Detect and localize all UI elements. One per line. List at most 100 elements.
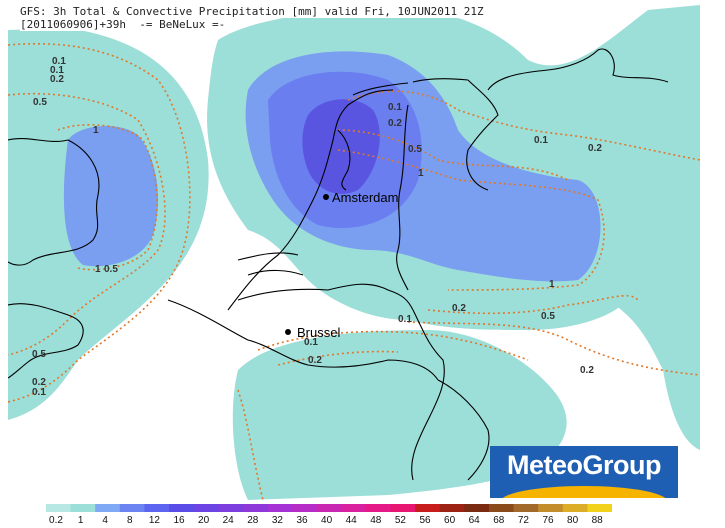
color-scale-swatch: [464, 504, 490, 512]
contour-label: 0.2: [32, 377, 46, 388]
precip-field-east: [568, 15, 700, 450]
uk-south-coast: [8, 303, 84, 379]
color-scale-ticks: 0.2 1 4 8 12 16 20 24 28 32 36 40 44 48 52 56 60 64 68 72 76…: [44, 515, 624, 527]
color-scale-swatch: [316, 504, 342, 512]
color-scale-tick: 36: [296, 515, 308, 526]
contour-central-1: [337, 149, 605, 291]
frisian-islands: [352, 78, 469, 96]
contour-label: 0.1: [50, 65, 64, 76]
contour-west-1: [57, 124, 158, 271]
contour-south-0.2: [277, 350, 399, 366]
scale-arrow-icon: [604, 504, 612, 512]
color-scale-bar: [46, 504, 612, 512]
color-scale-swatch: [242, 504, 268, 512]
color-scale-swatch: [70, 504, 96, 512]
contour-label: 0.5: [32, 349, 46, 360]
color-scale-tick: 40: [321, 515, 333, 526]
border-east: [437, 379, 490, 481]
precip-area-central-heavy: [302, 99, 380, 194]
header-title: GFS: 3h Total & Convective Precipitation…: [20, 5, 484, 18]
contour-label: 0.5: [33, 97, 47, 108]
color-scale-tick: 60: [444, 515, 456, 526]
contour-label: 0.2: [580, 365, 594, 376]
color-scale-tick: 4: [102, 515, 108, 526]
color-scale-swatch: [538, 504, 564, 512]
cities: Amsterdam Brussel: [285, 190, 398, 340]
color-scale-tick: 80: [567, 515, 579, 526]
color-scale-tick: 52: [394, 515, 406, 526]
color-scale-tick: 0.2: [49, 515, 63, 526]
logo-text: MeteoGroup: [507, 450, 662, 480]
color-scale-swatch: [95, 504, 121, 512]
contour-label: 0.2: [50, 74, 64, 85]
color-scale-tick: 64: [468, 515, 480, 526]
contour-label: 0.2: [588, 143, 602, 154]
color-scale-tick: 16: [173, 515, 185, 526]
border-nl-de: [396, 104, 409, 291]
city-label-amsterdam: Amsterdam: [332, 190, 398, 205]
precip-area-west-1mm: [63, 125, 159, 267]
contour-label: 0.1: [388, 102, 402, 113]
precipitation-map: 0.1 0.2 0.5 1 0.1 0.2 0.5 1 0.1 0.2 0.1 …: [8, 0, 700, 500]
color-scale-tick: 76: [542, 515, 554, 526]
header-run: [2011060906]+39h -= BeNeLux =-: [20, 18, 226, 31]
contour-central-0.1: [347, 90, 700, 161]
color-scale-swatch: [218, 504, 244, 512]
color-scale-tick: 72: [517, 515, 529, 526]
contour-label: 0.5: [541, 311, 555, 322]
contour-labels: 0.1 0.2 0.5 1 0.1 0.2 0.5 1 0.1 0.2 0.1 …: [32, 56, 602, 398]
contour-label: 0.2: [452, 303, 466, 314]
color-scale-tick: 24: [222, 515, 234, 526]
ijsselmeer: [337, 129, 351, 191]
contour-label: 1: [95, 264, 101, 275]
contour-label: 0.1: [32, 387, 46, 398]
brussel-marker-icon: [285, 329, 291, 335]
color-scale-swatch: [562, 504, 588, 512]
contour-lines: [8, 42, 700, 500]
contour-west-0.5: [8, 92, 166, 356]
color-scale-tick: 1: [77, 515, 84, 526]
color-scale-tick: 68: [493, 515, 505, 526]
precip-field-south: [232, 330, 567, 500]
color-scale-tick: 8: [127, 515, 133, 526]
color-scale-swatch: [169, 504, 195, 512]
color-scale-swatch: [488, 504, 515, 512]
color-scale-swatch: [587, 504, 612, 512]
contour-south-0.1: [257, 330, 529, 361]
color-scale-swatch: [513, 504, 539, 512]
color-scale-swatch: [292, 504, 318, 512]
color-scale-swatch: [365, 504, 392, 512]
border-be-fr: [167, 299, 439, 381]
color-scale-swatch: [267, 504, 293, 512]
contour-label: 1: [93, 125, 99, 136]
contour-label: 0.2: [388, 118, 402, 129]
color-scale-swatch: [390, 504, 416, 512]
sun-icon: [500, 486, 668, 498]
contour-label: 0.5: [104, 264, 118, 275]
color-scale-tick: 48: [370, 515, 382, 526]
precipitation-fields: [8, 5, 700, 500]
contour-central-0.5: [337, 129, 569, 181]
color-scale-swatch: [46, 504, 72, 512]
city-label-brussel: Brussel: [297, 325, 340, 340]
rhine-delta: [237, 252, 304, 276]
contour-label: 0.1: [304, 337, 318, 348]
color-scale-tick: 12: [148, 515, 160, 526]
border-de-south: [411, 309, 445, 481]
contour-label: 0.2: [308, 355, 322, 366]
contour-east-0.5: [427, 294, 639, 315]
color-scale-tick: 28: [247, 515, 259, 526]
contour-west-0.1: [8, 42, 191, 403]
german-coast: [466, 79, 499, 191]
color-scale-swatch: [415, 504, 441, 512]
contour-label: 0.1: [52, 56, 66, 67]
color-scale-swatch: [144, 504, 170, 512]
amsterdam-marker-icon: [323, 194, 329, 200]
denmark-coast: [487, 48, 669, 91]
coastlines-borders: [8, 48, 669, 481]
map-canvas: 0.1 0.2 0.5 1 0.1 0.2 0.5 1 0.1 0.2 0.1 …: [8, 5, 700, 500]
color-scale-swatch: [193, 504, 219, 512]
contour-label: 0.1: [534, 135, 548, 146]
contour-southwest-0.1: [237, 389, 264, 500]
meteogroup-logo: MeteoGroup: [490, 446, 678, 498]
